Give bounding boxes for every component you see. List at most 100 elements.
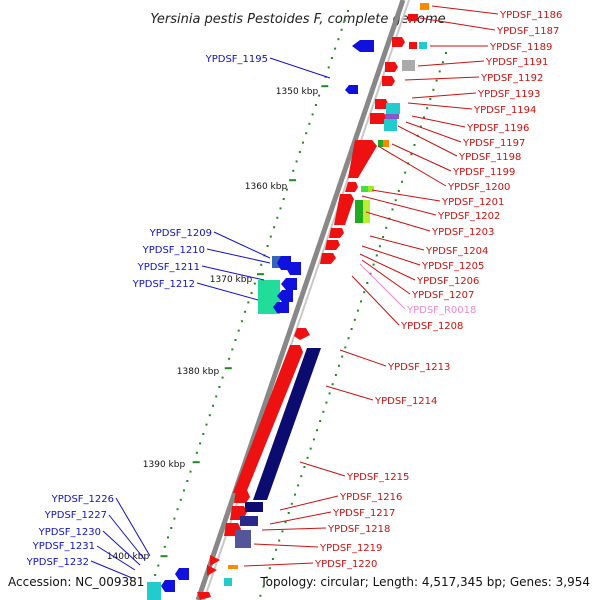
- scale-label-1390: 1390 kbp: [143, 460, 186, 470]
- gene-label-1194[interactable]: YPDSF_1194: [473, 105, 536, 116]
- gene-label-1211[interactable]: YPDSF_1211: [137, 262, 200, 273]
- track-dot: [413, 144, 416, 146]
- gene-arrow: [325, 240, 340, 250]
- leader-line: [196, 282, 259, 301]
- gene-label-1209[interactable]: YPDSF_1209: [149, 228, 212, 239]
- leader-line: [115, 497, 151, 557]
- track-dot: [309, 447, 312, 450]
- leader-line: [407, 102, 473, 110]
- gene-arrow: [375, 99, 388, 109]
- accession-text: Accession: NC_009381: [8, 575, 144, 589]
- gene-label-1186[interactable]: YPDSF_1186: [499, 10, 562, 21]
- gene-label-1198[interactable]: YPDSF_1198: [458, 152, 521, 163]
- gene-block: [363, 200, 370, 223]
- scale-tick: [208, 414, 211, 417]
- gene-label-1187[interactable]: YPDSF_1187: [496, 26, 559, 37]
- track-dot: [344, 346, 347, 349]
- track-dot: [423, 116, 425, 119]
- gene-label-1204[interactable]: YPDSF_1204: [425, 246, 488, 257]
- gene-label-1227[interactable]: YPDSF_1227: [44, 510, 107, 521]
- gene-label-1215[interactable]: YPDSF_1215: [346, 472, 409, 483]
- gene-label-1201[interactable]: YPDSF_1201: [441, 197, 504, 208]
- gene-label-1230[interactable]: YPDSF_1230: [38, 527, 101, 538]
- gene-arrow: [210, 555, 220, 566]
- track-dot: [281, 530, 284, 533]
- track-dot: [385, 226, 388, 229]
- gene-label-1226[interactable]: YPDSF_1226: [51, 494, 114, 505]
- scale-tick: [266, 245, 269, 247]
- track-dot: [275, 548, 278, 551]
- gene-label-1207[interactable]: YPDSF_1207: [411, 290, 474, 301]
- track-dot: [268, 567, 271, 570]
- gene-label-1216[interactable]: YPDSF_1216: [339, 492, 402, 503]
- scale-tick: [282, 198, 285, 200]
- leader-line: [206, 248, 271, 264]
- gene-arrow: [294, 328, 310, 340]
- gene-label-1231[interactable]: YPDSF_1231: [32, 541, 95, 552]
- track-dot: [438, 70, 441, 73]
- gene-label-1218[interactable]: YPDSF_1218: [327, 524, 390, 535]
- scale-tick: [318, 94, 321, 97]
- leader-line: [377, 145, 447, 187]
- track-dot: [338, 364, 340, 367]
- gene-label-1196[interactable]: YPDSF_1196: [466, 123, 529, 134]
- gene-label-1199[interactable]: YPDSF_1199: [452, 167, 515, 178]
- leader-line: [243, 562, 314, 567]
- leader-line: [361, 195, 437, 216]
- scale-label-1380: 1380 kbp: [177, 367, 220, 377]
- track-dot: [360, 300, 362, 303]
- leader-line: [359, 263, 406, 310]
- leader-line: [369, 235, 425, 251]
- gene-label-1191[interactable]: YPDSF_1191: [485, 57, 548, 68]
- scale-tick: [205, 423, 208, 426]
- forward-genes: [197, 3, 429, 600]
- gene-block: [361, 186, 369, 192]
- gene-arrow: [207, 565, 217, 576]
- gene-label-1192[interactable]: YPDSF_1192: [480, 73, 543, 84]
- gene-label-1208[interactable]: YPDSF_1208: [400, 321, 463, 332]
- gene-arrow: [370, 113, 387, 124]
- gene-block: [385, 114, 399, 119]
- scale-tick: [179, 498, 182, 501]
- gene-arrow: [277, 290, 293, 302]
- track-dot: [401, 180, 403, 183]
- gene-label-1195[interactable]: YPDSF_1195: [205, 54, 268, 65]
- gene-label-1213[interactable]: YPDSF_1213: [387, 362, 450, 373]
- track-dot: [306, 456, 309, 459]
- gene-label-1217[interactable]: YPDSF_1217: [332, 508, 395, 519]
- gene-block: [272, 256, 283, 268]
- gene-block: [240, 516, 258, 526]
- scale-tick: [218, 386, 221, 388]
- gene-label-1200[interactable]: YPDSF_1200: [447, 182, 510, 193]
- gene-label-1203[interactable]: YPDSF_1203: [431, 227, 494, 238]
- scale-tick: [176, 508, 179, 511]
- scale-tick: [257, 273, 264, 276]
- leader-line: [108, 514, 146, 561]
- track-dot: [334, 374, 337, 376]
- gene-label-1210[interactable]: YPDSF_1210: [142, 245, 205, 256]
- gene-label-1219[interactable]: YPDSF_1219: [319, 543, 382, 554]
- gene-label-1220[interactable]: YPDSF_1220: [314, 559, 377, 570]
- gene-arrow: [345, 182, 358, 192]
- leader-line: [417, 60, 485, 67]
- gene-label-1202[interactable]: YPDSF_1202: [437, 211, 500, 222]
- track-dot: [391, 208, 394, 211]
- gene-label-1214[interactable]: YPDSF_1214: [374, 396, 437, 407]
- scale-tick: [228, 357, 231, 360]
- scale-tick: [273, 226, 276, 229]
- gene-label-r0018[interactable]: YPDSF_R0018: [406, 305, 476, 316]
- gene-label-1212[interactable]: YPDSF_1212: [132, 279, 195, 290]
- gene-label-1206[interactable]: YPDSF_1206: [416, 276, 479, 287]
- scale-tick: [244, 310, 247, 313]
- gene-label-1197[interactable]: YPDSF_1197: [462, 138, 525, 149]
- scale-tick: [347, 10, 349, 12]
- track-dot: [290, 502, 293, 505]
- gene-block-large: [253, 348, 321, 500]
- gene-label-1205[interactable]: YPDSF_1205: [421, 261, 484, 272]
- scale-tick: [305, 132, 308, 135]
- gene-label-1232[interactable]: YPDSF_1232: [26, 557, 89, 568]
- gene-arrow: [273, 302, 289, 313]
- leader-line: [279, 495, 339, 511]
- gene-label-1189[interactable]: YPDSF_1189: [489, 42, 552, 53]
- gene-label-1193[interactable]: YPDSF_1193: [477, 89, 540, 100]
